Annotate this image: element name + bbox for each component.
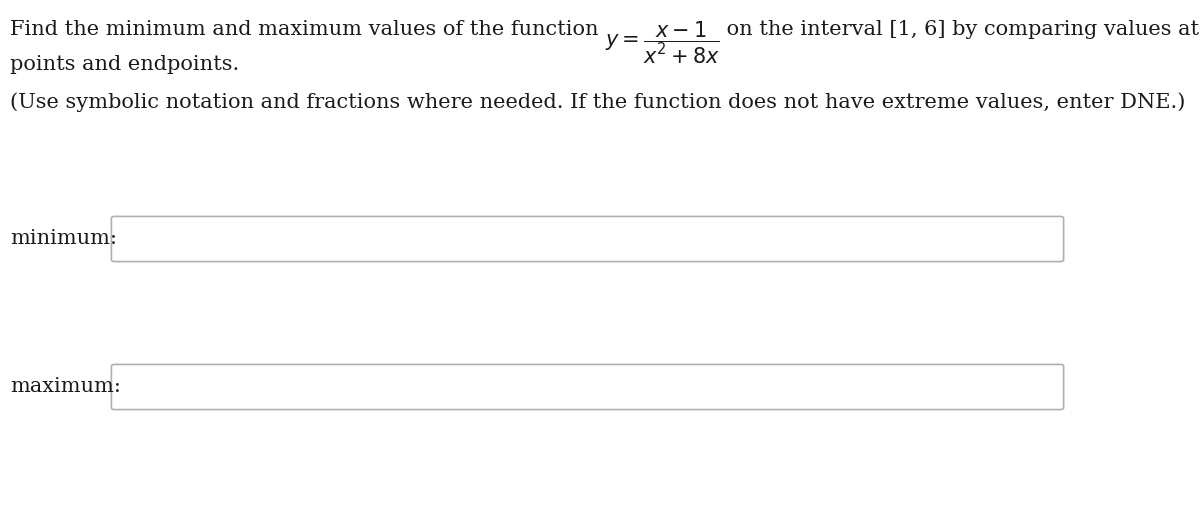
Text: Find the minimum and maximum values of the function: Find the minimum and maximum values of t…: [10, 20, 605, 39]
Text: minimum:: minimum:: [10, 229, 118, 248]
Text: maximum:: maximum:: [10, 377, 121, 396]
Text: $y = \dfrac{x-1}{x^2+8x}$: $y = \dfrac{x-1}{x^2+8x}$: [605, 20, 720, 66]
Text: (Use symbolic notation and fractions where needed. If the function does not have: (Use symbolic notation and fractions whe…: [10, 92, 1186, 112]
Text: on the interval [1, 6] by comparing values at the critical: on the interval [1, 6] by comparing valu…: [720, 20, 1200, 39]
Text: points and endpoints.: points and endpoints.: [10, 55, 239, 74]
